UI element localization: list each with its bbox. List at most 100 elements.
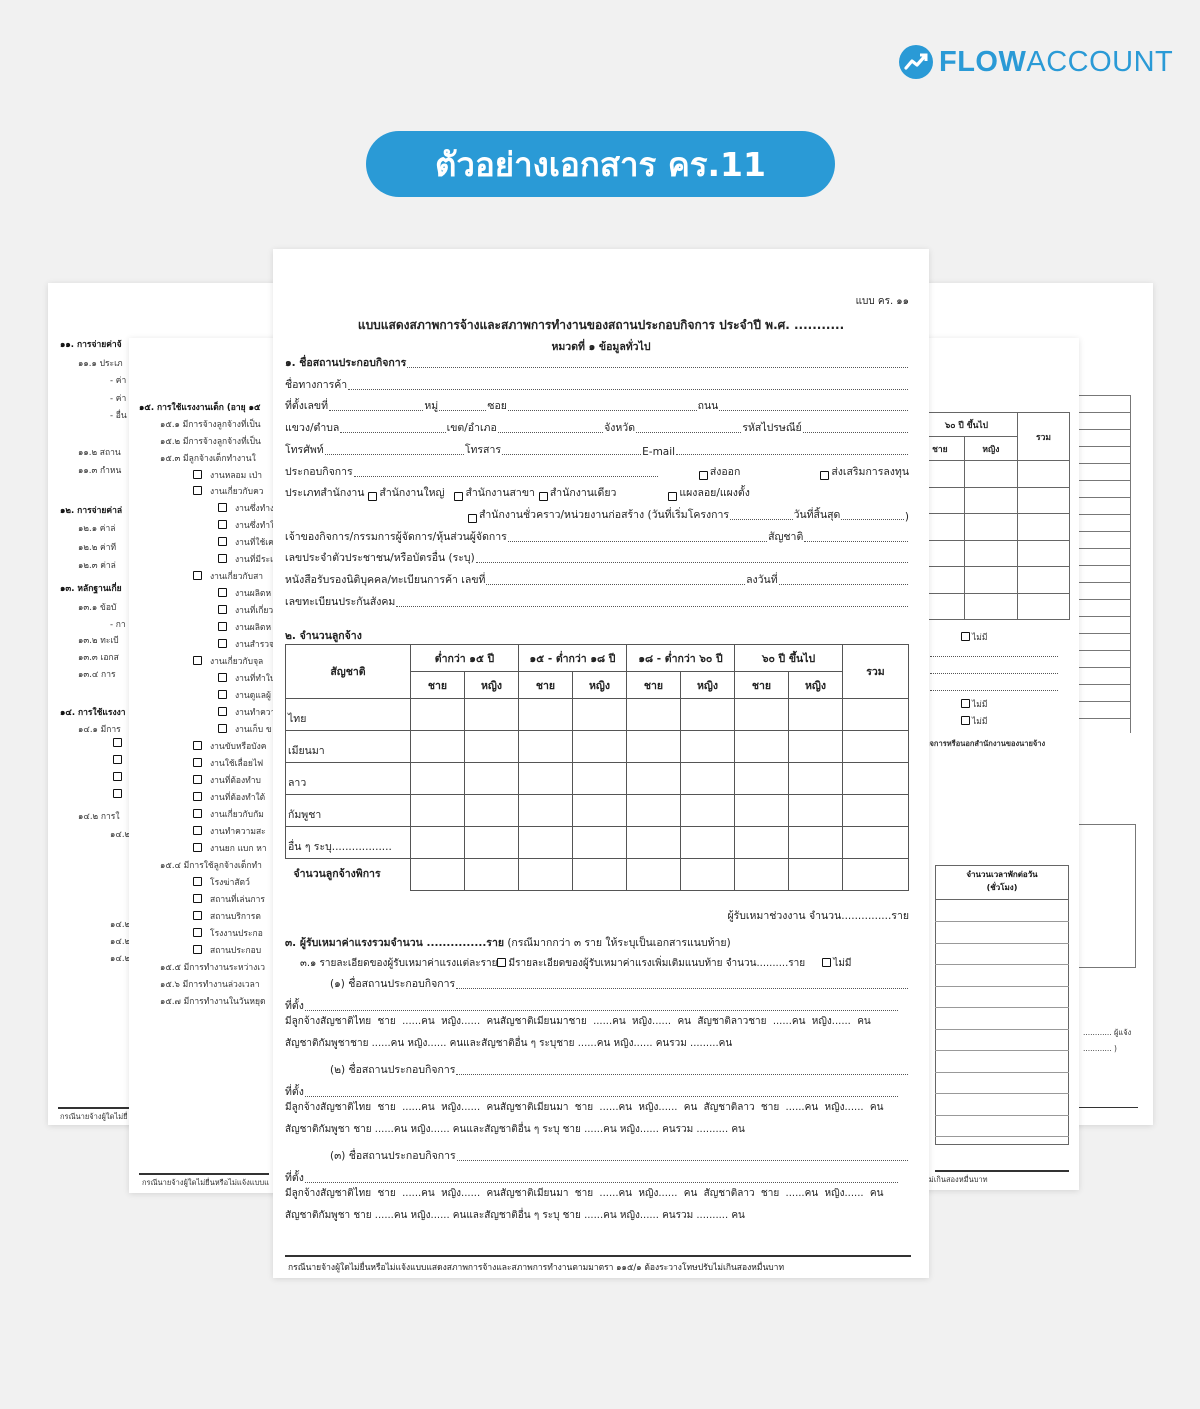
- count-cell[interactable]: [572, 730, 627, 763]
- count-cell[interactable]: [518, 826, 573, 859]
- checkbox[interactable]: [218, 690, 227, 699]
- count-cell[interactable]: [518, 698, 573, 731]
- checkbox[interactable]: [193, 843, 202, 852]
- fill-in-field[interactable]: [456, 1160, 908, 1161]
- count-cell[interactable]: [518, 762, 573, 795]
- count-cell[interactable]: [464, 698, 519, 731]
- checkbox[interactable]: [468, 513, 477, 523]
- checkbox[interactable]: [193, 486, 202, 495]
- fill-in-field[interactable]: [456, 1074, 908, 1075]
- count-cell[interactable]: [680, 762, 735, 795]
- count-cell[interactable]: [734, 858, 789, 891]
- checkbox[interactable]: [193, 775, 202, 784]
- count-cell[interactable]: [925, 486, 965, 514]
- count-cell[interactable]: [734, 762, 789, 795]
- count-cell[interactable]: [680, 730, 735, 763]
- fill-in-field[interactable]: [636, 432, 742, 434]
- fill-in-field[interactable]: [802, 432, 909, 434]
- count-cell[interactable]: [925, 566, 965, 594]
- count-cell[interactable]: [788, 858, 843, 891]
- checkbox[interactable]: [193, 741, 202, 750]
- count-cell[interactable]: [410, 858, 465, 891]
- count-cell[interactable]: [963, 486, 1019, 514]
- fill-in-field[interactable]: [407, 367, 908, 368]
- count-cell[interactable]: [842, 826, 909, 859]
- count-cell[interactable]: [1017, 460, 1070, 488]
- checkbox[interactable]: [193, 945, 202, 954]
- checkbox[interactable]: [193, 470, 202, 479]
- count-cell[interactable]: [626, 794, 681, 827]
- count-cell[interactable]: [963, 513, 1019, 541]
- checkbox[interactable]: [961, 632, 970, 641]
- fill-in-field[interactable]: [497, 432, 604, 434]
- checkbox[interactable]: [218, 503, 227, 512]
- fill-in-field[interactable]: [340, 432, 446, 434]
- count-cell[interactable]: [734, 794, 789, 827]
- count-cell[interactable]: [842, 762, 909, 795]
- fill-in-field[interactable]: [353, 475, 658, 477]
- checkbox[interactable]: [218, 707, 227, 716]
- dotted-line[interactable]: [930, 656, 1058, 657]
- checkbox[interactable]: [193, 826, 202, 835]
- fill-in-field[interactable]: [841, 518, 904, 520]
- count-cell[interactable]: [410, 794, 465, 827]
- checkbox[interactable]: [218, 622, 227, 631]
- count-cell[interactable]: [788, 794, 843, 827]
- fill-in-field[interactable]: [396, 605, 908, 607]
- count-cell[interactable]: [680, 698, 735, 731]
- checkbox[interactable]: [454, 492, 464, 502]
- count-cell[interactable]: [626, 762, 681, 795]
- checkbox[interactable]: [218, 605, 227, 614]
- count-cell[interactable]: [518, 794, 573, 827]
- fill-in-field[interactable]: [676, 453, 908, 455]
- checkbox[interactable]: [218, 554, 227, 563]
- count-cell[interactable]: [410, 698, 465, 731]
- count-cell[interactable]: [734, 698, 789, 731]
- fill-in-field[interactable]: [439, 410, 487, 412]
- count-cell[interactable]: [518, 730, 573, 763]
- checkbox[interactable]: [538, 492, 548, 502]
- count-cell[interactable]: [1017, 592, 1070, 620]
- count-cell[interactable]: [788, 826, 843, 859]
- fill-in-field[interactable]: [348, 388, 908, 390]
- checkbox[interactable]: [113, 738, 122, 747]
- count-cell[interactable]: [1017, 566, 1070, 594]
- checkbox[interactable]: [193, 758, 202, 767]
- checkbox[interactable]: [961, 699, 970, 708]
- count-cell[interactable]: [626, 826, 681, 859]
- count-cell[interactable]: [680, 794, 735, 827]
- checkbox[interactable]: [218, 639, 227, 648]
- dotted-line[interactable]: [930, 690, 1058, 691]
- checkbox[interactable]: [193, 571, 202, 580]
- checkbox[interactable]: [193, 656, 202, 665]
- none-checkbox[interactable]: [822, 958, 832, 967]
- count-cell[interactable]: [518, 858, 573, 891]
- fill-in-field[interactable]: [507, 540, 768, 542]
- count-cell[interactable]: [963, 592, 1019, 620]
- count-cell[interactable]: [925, 460, 965, 488]
- count-cell[interactable]: [925, 513, 965, 541]
- checkbox[interactable]: [218, 537, 227, 546]
- count-cell[interactable]: [572, 826, 627, 859]
- count-cell[interactable]: [788, 730, 843, 763]
- count-cell[interactable]: [464, 858, 519, 891]
- count-cell[interactable]: [410, 730, 465, 763]
- count-cell[interactable]: [963, 539, 1019, 567]
- count-cell[interactable]: [963, 566, 1019, 594]
- checkbox[interactable]: [820, 470, 830, 480]
- count-cell[interactable]: [925, 539, 965, 567]
- count-cell[interactable]: [410, 826, 465, 859]
- fill-in-field[interactable]: [804, 540, 908, 542]
- count-cell[interactable]: [626, 698, 681, 731]
- fill-in-field[interactable]: [507, 410, 697, 412]
- count-cell[interactable]: [626, 730, 681, 763]
- checkbox[interactable]: [368, 492, 378, 502]
- checkbox[interactable]: [113, 789, 122, 798]
- fill-in-field[interactable]: [329, 410, 424, 412]
- fill-in-field[interactable]: [304, 1095, 898, 1097]
- count-cell[interactable]: [464, 762, 519, 795]
- count-cell[interactable]: [842, 794, 909, 827]
- checkbox[interactable]: [193, 894, 202, 903]
- fill-in-field[interactable]: [475, 562, 908, 564]
- count-cell[interactable]: [788, 762, 843, 795]
